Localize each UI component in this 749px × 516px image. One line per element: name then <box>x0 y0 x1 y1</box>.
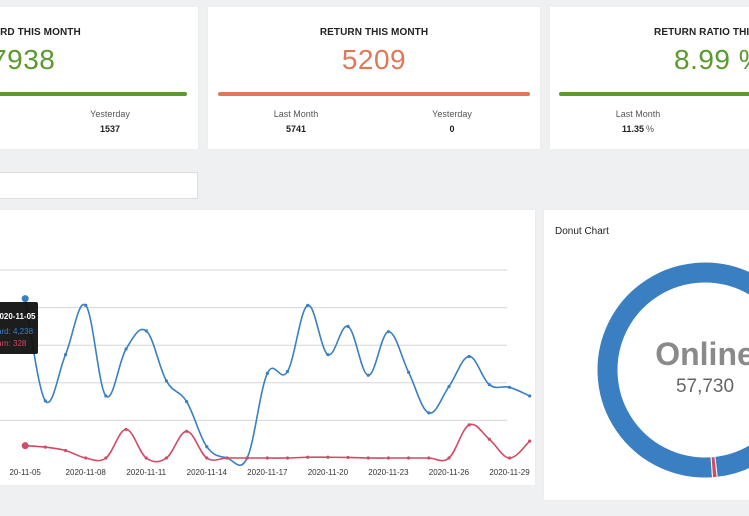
donut-center-value: 57,730 <box>676 376 734 397</box>
data-point-return[interactable] <box>447 456 451 460</box>
x-tick-label: 20-11-05 <box>9 468 41 477</box>
data-point-return[interactable] <box>306 455 310 459</box>
line-chart-card: 20-11-05 2020-11-08 2020-11-11 2020-11-14 20… <box>0 210 535 485</box>
data-point-return[interactable] <box>84 456 88 460</box>
stat-sub-value: 0 <box>449 124 455 134</box>
data-point-award[interactable] <box>144 329 148 333</box>
donut-center-label: Online <box>655 336 749 372</box>
date-filter-input[interactable] <box>0 172 198 199</box>
x-tick-label: 2020-11-29 <box>489 468 530 477</box>
stat-progress-bar <box>559 92 749 96</box>
data-point-award[interactable] <box>386 330 391 334</box>
x-tick-label: 2020-11-17 <box>247 468 288 477</box>
chart-tooltip: 2020-11-05 ard: 4,238 urn: 328 <box>0 302 38 354</box>
data-point-return[interactable] <box>225 456 229 460</box>
stat-value: 8.99 % <box>674 44 749 75</box>
stat-sub-value: 5741 <box>285 124 307 134</box>
stat-title: RETURN RATIO THIS MO <box>654 27 749 38</box>
data-point-award[interactable] <box>285 369 290 374</box>
donut-chart-title: Donut Chart <box>555 226 609 237</box>
data-point-award[interactable] <box>63 353 68 357</box>
donut-chart-card: Donut Chart Online 57,730 <box>544 210 749 500</box>
data-point-award[interactable] <box>164 379 169 383</box>
data-point-award[interactable] <box>21 295 29 303</box>
data-point-return[interactable] <box>63 448 68 453</box>
data-point-return[interactable] <box>427 456 431 460</box>
x-tick-label: 2020-11-26 <box>429 468 470 477</box>
data-point-return[interactable] <box>528 439 532 443</box>
data-point-award[interactable] <box>265 371 269 375</box>
stat-sub-value: 11.35% <box>610 124 666 134</box>
data-point-return[interactable] <box>265 456 269 460</box>
x-tick-label: 2020-11-23 <box>368 468 409 477</box>
data-point-return[interactable] <box>487 437 491 441</box>
data-point-return[interactable] <box>366 456 370 460</box>
data-point-award[interactable] <box>43 399 47 403</box>
stat-sub-label: Last Month <box>615 109 661 119</box>
tooltip-background <box>0 302 38 354</box>
data-point-award[interactable] <box>124 347 128 351</box>
stat-value: 5209 <box>341 44 407 75</box>
stat-card-ratio: RETURN RATIO THIS MO 8.99 % Last Month 1… <box>550 7 749 149</box>
stat-sub-label: Yesterday <box>90 109 130 119</box>
data-point-award[interactable] <box>205 445 209 449</box>
data-point-return[interactable] <box>285 456 290 460</box>
data-point-award[interactable] <box>427 411 431 415</box>
data-point-award[interactable] <box>447 384 451 389</box>
data-point-award[interactable] <box>467 354 471 359</box>
data-point-award[interactable] <box>185 400 189 404</box>
data-point-award[interactable] <box>104 394 108 398</box>
data-point-return[interactable] <box>326 455 330 459</box>
data-point-return[interactable] <box>43 445 47 449</box>
tooltip-date: 2020-11-05 <box>0 312 36 321</box>
data-point-award[interactable] <box>84 303 88 307</box>
data-point-return[interactable] <box>144 456 148 460</box>
donut-chart: Online 57,730 <box>596 261 749 479</box>
line-chart: 20-11-05 2020-11-08 2020-11-11 2020-11-14 20… <box>0 269 532 477</box>
data-point-return[interactable] <box>407 456 411 460</box>
data-point-return[interactable] <box>21 442 29 450</box>
stat-value: 57938 <box>0 44 56 75</box>
data-point-award[interactable] <box>507 385 512 389</box>
stat-sub-unit: % <box>646 124 655 134</box>
data-point-return[interactable] <box>164 456 169 460</box>
donut-slice[interactable] <box>710 455 718 479</box>
data-point-return[interactable] <box>104 456 108 460</box>
stat-title: AWARD THIS MONTH <box>0 27 81 38</box>
stat-sub-value: 1537 <box>99 124 121 134</box>
data-point-return[interactable] <box>507 456 512 460</box>
stat-card-return: RETURN THIS MONTH 5209 Last Month 5741 Y… <box>208 7 540 149</box>
tooltip-award-label: ard: 4,238 <box>0 327 34 336</box>
data-point-award[interactable] <box>487 383 491 387</box>
x-tick-label: 2020-11-11 <box>126 468 166 477</box>
data-point-award[interactable] <box>366 373 370 377</box>
series-line-award <box>24 298 531 467</box>
x-tick-label: 2020-11-14 <box>187 468 228 477</box>
data-point-return[interactable] <box>467 423 471 427</box>
stat-title: RETURN THIS MONTH <box>319 27 429 38</box>
series-line-return <box>25 423 531 463</box>
data-point-return[interactable] <box>185 429 189 433</box>
data-point-return[interactable] <box>205 456 209 460</box>
data-point-award[interactable] <box>407 370 411 374</box>
data-point-return[interactable] <box>386 456 391 460</box>
stat-sub-number: 11.35 <box>621 124 644 134</box>
x-tick-label: 2020-11-08 <box>66 468 107 477</box>
data-point-award[interactable] <box>346 324 350 328</box>
data-point-return[interactable] <box>245 456 249 460</box>
data-point-return[interactable] <box>346 455 350 460</box>
donut-slice[interactable] <box>596 261 749 479</box>
stat-sub-label: Last Month <box>273 109 319 119</box>
data-point-award[interactable] <box>528 394 532 398</box>
data-point-return[interactable] <box>124 427 128 432</box>
x-tick-label: 2020-11-20 <box>308 468 349 477</box>
stat-card-award: AWARD THIS MONTH 57938 Yesterday 1537 <box>0 7 198 149</box>
data-point-award[interactable] <box>326 353 330 357</box>
tooltip-return-label: urn: 328 <box>0 339 27 348</box>
stat-sub-label: Yesterday <box>432 109 472 119</box>
data-point-award[interactable] <box>306 303 310 307</box>
stat-progress-bar <box>218 92 530 96</box>
stat-progress-bar <box>0 92 187 96</box>
